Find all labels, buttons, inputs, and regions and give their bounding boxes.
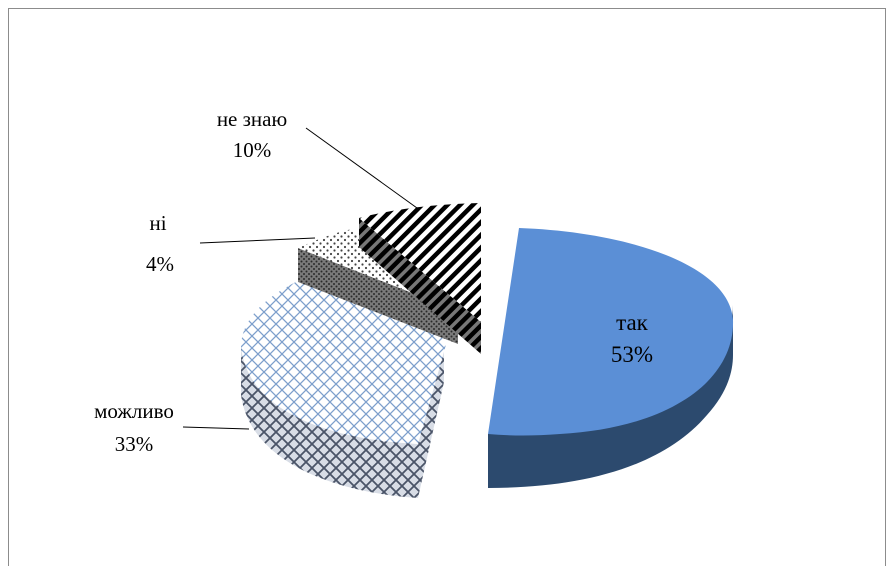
leader-line-mozhlyvo — [182, 426, 250, 430]
slice-ni-side — [298, 248, 458, 344]
slice-mozhlyvo — [241, 281, 449, 498]
slice-tak — [488, 228, 734, 488]
label-ni-percent: 4% — [146, 252, 174, 276]
label-tak-category: так — [616, 310, 649, 335]
slice-tak-top — [488, 228, 734, 436]
label-tak-percent: 53% — [611, 342, 653, 367]
leader-line-ni — [199, 237, 316, 244]
slice-ne-znayu-side — [359, 218, 481, 354]
slice-ne-znayu — [359, 203, 481, 354]
slice-mozhlyvo-top — [241, 281, 449, 444]
chart-frame — [8, 8, 886, 566]
slice-ne-znayu-top — [359, 203, 481, 322]
slice-tak-side — [488, 305, 733, 488]
label-mozhlyvo-percent: 33% — [115, 432, 154, 456]
slice-mozhlyvo-side — [241, 332, 444, 498]
label-mozhlyvo-category: можливо — [94, 399, 174, 423]
label-ni-category: ні — [149, 211, 166, 235]
label-ne-znayu-category: не знаю — [217, 107, 287, 131]
leader-line-ne-znayu — [305, 127, 418, 209]
label-ne-znayu-percent: 10% — [233, 138, 272, 162]
